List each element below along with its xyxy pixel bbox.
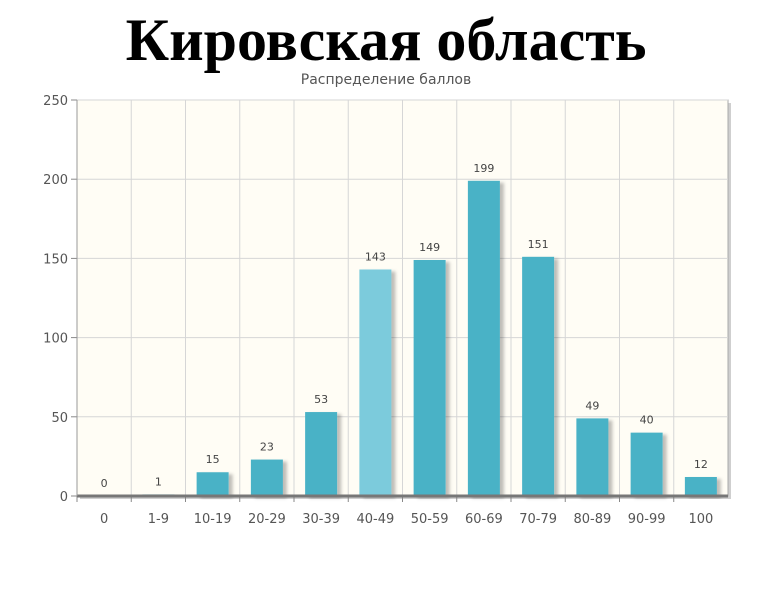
data-label: 40 xyxy=(640,414,654,427)
x-tick-label: 70-79 xyxy=(519,512,557,527)
data-label: 1 xyxy=(155,475,162,488)
data-label: 53 xyxy=(314,393,328,406)
y-tick-label: 150 xyxy=(43,252,68,267)
bar xyxy=(630,432,663,496)
bar xyxy=(196,472,229,496)
x-tick-label: 100 xyxy=(688,512,713,527)
bar xyxy=(359,269,392,496)
page-title: Кировская область xyxy=(125,7,647,73)
data-label: 149 xyxy=(419,241,440,254)
data-label: 15 xyxy=(206,453,220,466)
x-tick-label: 30-39 xyxy=(302,512,340,527)
data-label: 49 xyxy=(585,399,599,412)
bar xyxy=(522,256,555,496)
x-tick-label: 0 xyxy=(100,512,108,527)
bar xyxy=(467,180,500,496)
data-label: 151 xyxy=(528,238,549,251)
x-tick-label: 1-9 xyxy=(148,512,169,527)
data-label: 0 xyxy=(101,477,108,490)
bar xyxy=(250,459,283,496)
x-tick-label: 10-19 xyxy=(194,512,232,527)
y-tick-label: 250 xyxy=(43,94,68,109)
x-tick-label: 90-99 xyxy=(628,512,666,527)
x-tick-label: 20-29 xyxy=(248,512,286,527)
data-label: 143 xyxy=(365,250,386,263)
x-tick-label: 50-59 xyxy=(411,512,449,527)
bar xyxy=(576,418,609,496)
y-tick-label: 200 xyxy=(43,173,68,188)
x-tick-label: 60-69 xyxy=(465,512,503,527)
y-tick-label: 50 xyxy=(51,411,68,426)
y-tick-label: 100 xyxy=(43,332,68,347)
data-label: 23 xyxy=(260,441,274,454)
bar xyxy=(684,476,717,496)
x-tick-label: 80-89 xyxy=(573,512,611,527)
chart-title: Распределение баллов xyxy=(300,72,472,88)
data-label: 12 xyxy=(694,458,708,471)
bar xyxy=(305,412,338,496)
y-tick-label: 0 xyxy=(60,490,68,505)
x-tick-label: 40-49 xyxy=(356,512,394,527)
bar xyxy=(413,259,446,496)
data-label: 199 xyxy=(473,162,494,175)
